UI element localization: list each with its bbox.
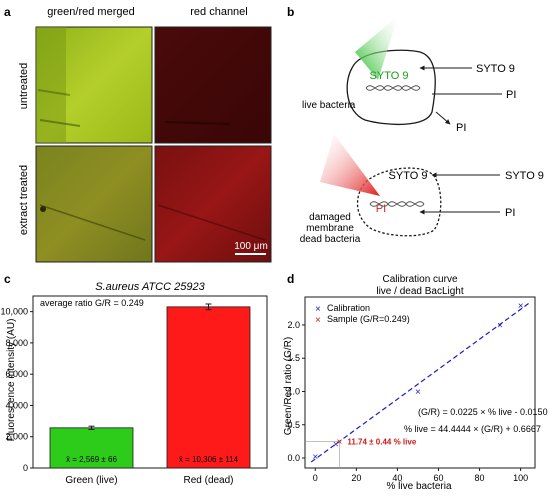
micrograph-untreated-red [154,26,272,144]
panel-letter-c: c [4,272,11,286]
panel-c: c S.aureus ATCC 25923 Fluorescence inten… [0,272,268,486]
chart-c-bar-0 [49,427,134,469]
chart-c-ytick-label: 4,000 [5,400,28,410]
chart-c-ytick-label: 8,000 [5,338,28,348]
chart-d-subtitle: live / dead BacLight [376,286,464,297]
panel-d: d Calibration curve live / dead BacLight… [283,272,548,492]
dead-bacterium: SYTO 9 PI SYTO 9 PI damaged membrane dea… [300,134,544,245]
chart-c-ytick-label: 2,000 [5,432,28,442]
scale-bar-label: 100 μm [234,241,268,252]
excitation-cone-red [320,134,380,196]
legend-marker-sample: × [315,315,321,326]
chart-d-ytick-label: 2.0 [287,320,300,330]
chart-c-ytick-label: 0 [23,463,28,473]
chart-c-ytick-label: 10,000 [0,307,28,317]
pi-blocked-label: PI [456,122,466,134]
chart-d-ytick-label: 0.5 [287,420,300,430]
chart-d-xtick-label: 40 [392,473,402,483]
dead-caption-2: membrane [306,223,354,234]
dead-caption-1: damaged [309,212,351,223]
panel-letter-d: d [287,272,294,286]
chart-c-bar-label-0: x̄ = 2,569 ± 66 [66,455,117,464]
pi-arrow-label-dead: PI [505,207,515,219]
row-label-treated: extract treated [18,165,30,235]
pi-arrow-label: PI [506,89,516,101]
chart-d-legend: × Calibration × Sample (G/R=0.249) [315,303,410,326]
chart-d-sample-label: 11.74 ± 0.44 % live [347,437,416,446]
chart-d-frame [304,296,536,469]
chart-c-annotation: average ratio G/R = 0.249 [40,298,144,308]
chart-d-ytick-label: 1.5 [287,353,300,363]
legend-label-sample: Sample (G/R=0.249) [327,314,410,324]
chart-d-ylabel: Green/Red ratio (G/R) [283,337,294,435]
syto9-inside-label-dead: SYTO 9 [389,170,428,182]
chart-c-category-1: Red (dead) [183,475,233,486]
chart-d-xtick-label: 80 [475,473,485,483]
row-label-untreated: untreated [18,63,30,109]
panel-letter-b: b [287,5,294,19]
excitation-cone-green [355,16,398,80]
pi-inside-label: PI [376,203,386,215]
chart-d-equation-1: (G/R) = 0.0225 × % live - 0.0150 [418,407,548,417]
chart-d-xtick-label: 20 [351,473,361,483]
col-label-merged: green/red merged [47,6,134,18]
micrograph-untreated-merged [35,26,153,144]
chart-c-ylabel: Fluorescence intensity (AU) [6,319,17,442]
chart-c-title: S.aureus ATCC 25923 [95,281,205,293]
chart-d-calibration-point: × [497,320,503,331]
chart-c-ytick-label: 6,000 [5,369,28,379]
micrograph-treated-red: 100 μm [154,145,272,263]
panel-b: b SYTO 9 SYTO 9 PI PI live bacteria SYTO… [287,5,544,245]
panel-a: a green/red merged red channel untreated… [4,5,272,263]
chart-d-xtick-label: 60 [433,473,443,483]
chart-d-ytick-label: 0.0 [287,453,300,463]
live-bacteria-caption: live bacteria [302,100,356,111]
chart-d-title: Calibration curve [382,274,457,285]
chart-c-bar-label-1: x̄ = 10,306 ± 114 [179,455,239,464]
col-label-red: red channel [190,6,248,18]
chart-d-calibration-point: × [312,452,318,463]
chart-d-fit-line [310,302,530,463]
chart-d-calibration-point: × [333,440,339,451]
legend-label-calibration: Calibration [327,303,370,313]
chart-d-equation-2: % live = 44.4444 × (G/R) + 0.6667 [404,424,541,434]
chart-d-ytick-label: 1.0 [287,386,300,396]
live-bacterium: SYTO 9 SYTO 9 PI PI live bacteria [302,16,516,134]
legend-marker-calibration: × [315,304,321,315]
syto9-inside-label: SYTO 9 [370,70,409,82]
chart-d-xtick-label: 100 [513,473,528,483]
chart-d-xlabel: % live bacteria [386,481,451,492]
chart-d-xtick-label: 0 [313,473,318,483]
chart-c-frame [32,295,268,469]
chart-d-calibration-point: × [415,387,421,398]
syto9-arrow-label-dead: SYTO 9 [505,170,544,182]
panel-letter-a: a [4,5,11,19]
chart-c-category-0: Green (live) [65,475,117,486]
chart-d-sample-point: × [336,437,342,448]
micrograph-treated-merged [35,145,153,263]
dead-caption-3: dead bacteria [300,234,361,245]
chart-c-bar-1 [166,306,251,469]
syto9-arrow-label: SYTO 9 [476,63,515,75]
chart-d-calibration-point: × [518,301,524,312]
